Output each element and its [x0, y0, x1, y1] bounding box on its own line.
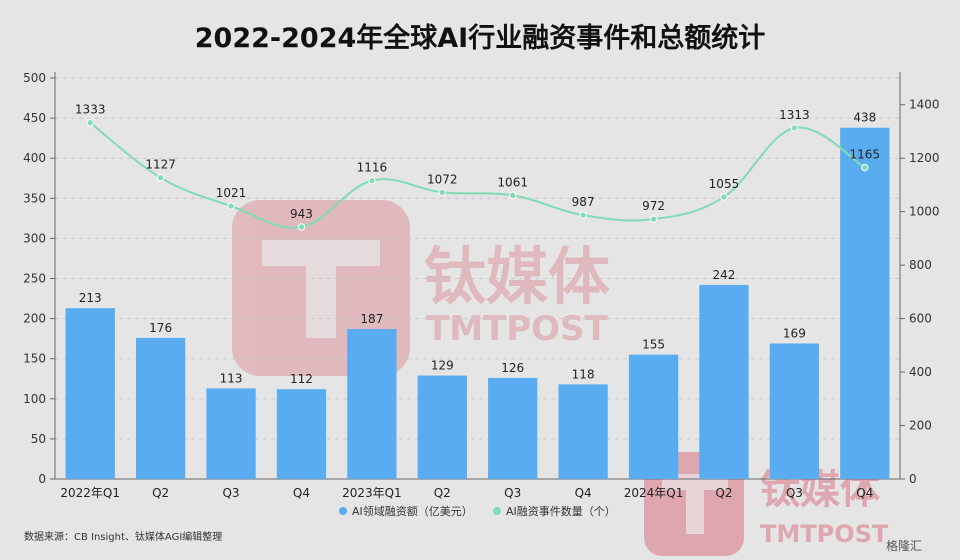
bar	[628, 354, 679, 479]
line-point	[297, 223, 306, 231]
series-line	[89, 121, 866, 229]
bar-value-label: 155	[642, 338, 665, 352]
right-tick-label: 800	[909, 258, 932, 272]
watermark-en: TMTPOST	[426, 309, 609, 349]
right-tick-label: 1200	[909, 151, 940, 165]
watermark-sub: 格隆汇	[886, 538, 922, 553]
bar-value-label: 438	[853, 111, 876, 125]
line-point	[579, 211, 587, 219]
watermark-corner-en: TMTPOST	[760, 520, 889, 548]
legend: AI领域融资额（亿美元） AI融资事件数量（个）	[339, 505, 616, 518]
right-tick-label: 1400	[909, 98, 940, 112]
line-value-label: 987	[572, 195, 595, 209]
x-tick-label: 2022年Q1	[60, 486, 120, 500]
bar	[206, 388, 256, 479]
right-tick-label: 1000	[909, 205, 940, 219]
line-value-label: 943	[290, 207, 313, 221]
bar-value-label: 126	[501, 361, 524, 375]
bar	[276, 389, 327, 479]
line-point	[649, 215, 658, 223]
x-axis-ticks: 2022年Q1 Q2 Q3 Q4 2023年Q1 Q2 Q3 Q4 2024年Q1 Q2 Q3 Q4	[60, 486, 873, 500]
left-tick-label: 150	[23, 352, 46, 366]
x-tick-label: Q3	[786, 486, 803, 500]
bar	[558, 384, 608, 479]
x-tick-label: Q3	[504, 486, 521, 500]
line-point	[509, 191, 517, 200]
x-tick-label: Q2	[152, 486, 169, 500]
axes: 0 50 100 150 200 250 300 350 400 450 500 0 200 400 600…	[23, 71, 939, 486]
bar	[699, 284, 749, 479]
bar-value-label: 129	[431, 359, 454, 373]
left-tick-label: 350	[23, 191, 46, 205]
watermark-logo-stem	[306, 258, 336, 338]
bar	[769, 343, 820, 479]
line-value-label: 1165	[850, 148, 881, 162]
x-tick-label: Q4	[856, 486, 873, 500]
x-tick-label: 2023年Q1	[342, 486, 402, 500]
bar	[65, 308, 115, 479]
bar-value-label: 176	[149, 321, 172, 335]
x-tick-label: Q3	[222, 486, 239, 500]
bar-value-label: 187	[360, 312, 383, 326]
legend-label-line: AI融资事件数量（个）	[506, 505, 616, 518]
line-value-label: 1072	[427, 172, 458, 186]
left-tick-label: 400	[23, 151, 46, 165]
bar	[347, 329, 397, 479]
bar	[135, 337, 186, 479]
line-value-label: 1333	[75, 103, 106, 117]
legend-label-bar: AI领域融资额（亿美元）	[352, 505, 473, 518]
bar	[840, 127, 890, 479]
line-point	[438, 188, 446, 197]
bar	[417, 375, 467, 479]
line-value-label: 1127	[145, 158, 176, 172]
left-tick-label: 300	[23, 231, 46, 245]
right-tick-label: 200	[909, 419, 932, 433]
left-tick-label: 450	[23, 111, 46, 125]
bar-value-label: 169	[783, 326, 806, 340]
bar-value-label: 112	[290, 372, 313, 386]
bar-value-label: 113	[220, 371, 243, 385]
bar	[488, 377, 538, 479]
watermark-corner-logo-stem	[686, 484, 704, 534]
line-value-label: 1021	[216, 186, 247, 200]
bar-value-label: 242	[713, 268, 736, 282]
line-value-label: 1055	[709, 177, 740, 191]
right-tick-label: 400	[909, 365, 932, 379]
line-point	[861, 163, 869, 172]
left-tick-label: 500	[23, 71, 46, 85]
chart-title: 2022-2024年全球AI行业融资事件和总额统计	[195, 22, 765, 54]
legend-marker-line	[493, 507, 501, 515]
bar-value-label: 213	[79, 291, 102, 305]
legend-marker-bar	[339, 507, 347, 515]
bar-series: 213 176 113 112 187 129 126 118 155 242 169 438	[65, 111, 890, 479]
x-tick-label: Q4	[575, 486, 592, 500]
line-value-label: 1061	[497, 175, 528, 189]
watermark-logo-bar	[262, 240, 380, 266]
line-point	[86, 118, 94, 127]
line-point	[790, 124, 799, 132]
watermark-cn: 钛媒体	[424, 240, 610, 313]
left-tick-label: 200	[23, 312, 46, 326]
line-point	[156, 174, 165, 182]
left-tick-label: 50	[31, 432, 46, 446]
x-tick-label: Q2	[715, 486, 732, 500]
line-point	[368, 176, 376, 185]
line-point	[720, 193, 728, 201]
line-point	[227, 202, 235, 210]
x-tick-label: 2024年Q1	[624, 486, 684, 500]
right-tick-label: 600	[909, 312, 932, 326]
right-tick-label: 0	[909, 472, 917, 486]
left-tick-label: 250	[23, 272, 46, 286]
left-tick-label: 0	[38, 472, 46, 486]
line-series: 1333 1127 1021 943 1116 1072 1061 987 972 1055 131…	[75, 103, 881, 231]
line-value-label: 1313	[779, 108, 810, 122]
left-tick-label: 100	[23, 392, 46, 406]
x-tick-label: Q4	[293, 486, 310, 500]
bar-value-label: 118	[572, 367, 595, 381]
x-tick-label: Q2	[434, 486, 451, 500]
source-note: 数据来源：CB Insight、钛媒体AGI编辑整理	[24, 530, 222, 543]
line-value-label: 1116	[357, 161, 388, 175]
line-value-label: 972	[642, 199, 665, 213]
